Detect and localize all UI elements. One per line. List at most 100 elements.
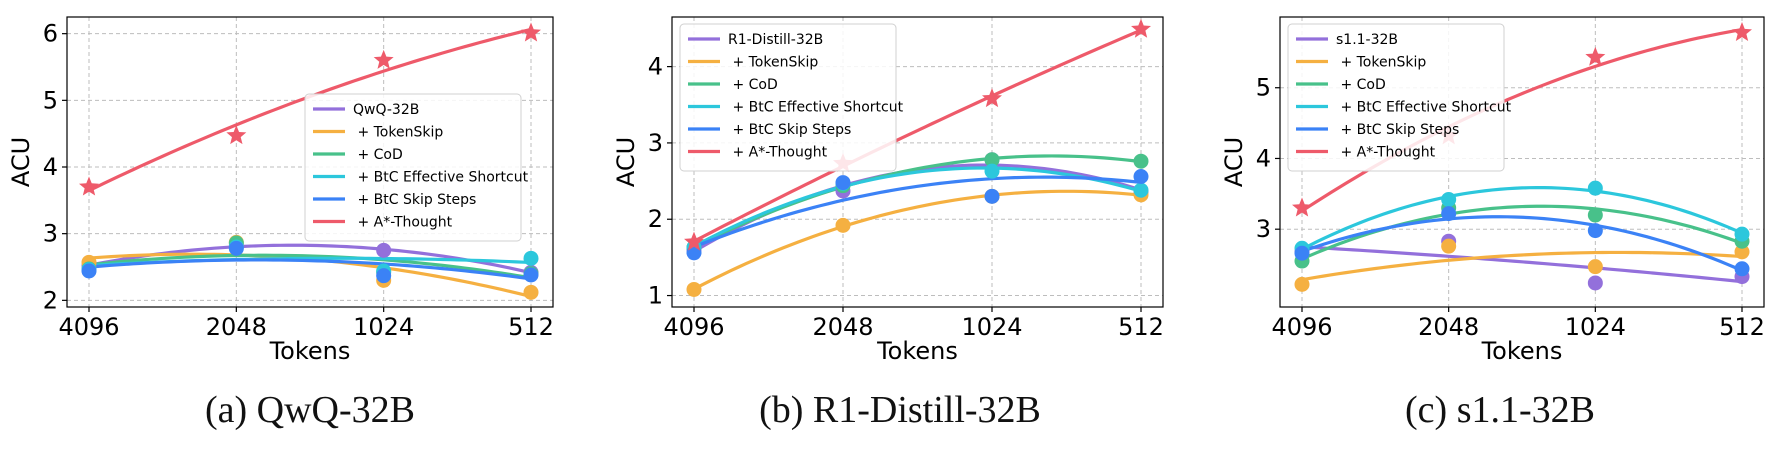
legend-label: + CoD — [353, 147, 403, 163]
caption-a: (a) QwQ-32B — [204, 389, 415, 431]
legend-label: + BtC Effective Shortcut — [728, 100, 904, 116]
data-point — [1587, 275, 1603, 291]
legend-label: + BtC Skip Steps — [1336, 122, 1459, 138]
x-tick-label: 2048 — [1418, 313, 1479, 341]
y-tick-label: 4 — [1256, 144, 1271, 172]
x-tick-label: 4096 — [663, 313, 724, 341]
legend-label: + A*-Thought — [353, 215, 453, 231]
data-point-star — [982, 88, 1002, 108]
data-point — [228, 240, 244, 256]
legend-label: + TokenSkip — [1336, 55, 1426, 71]
data-point-star — [1585, 46, 1606, 66]
series-line — [1300, 185, 1744, 251]
x-axis-label: Tokens — [269, 337, 351, 365]
plot-area — [692, 28, 1143, 291]
x-axis-label: Tokens — [876, 337, 958, 365]
data-point — [1587, 259, 1603, 275]
series-line — [87, 253, 533, 280]
data-point — [376, 268, 392, 284]
legend-box — [1287, 23, 1505, 172]
y-tick-label: 2 — [43, 286, 58, 314]
data-point — [1734, 226, 1750, 242]
legend-label: R1-Distill-32B — [728, 32, 823, 48]
data-point — [984, 152, 1000, 168]
data-point — [1441, 206, 1457, 222]
data-point — [1441, 191, 1457, 207]
plot-frame — [1279, 16, 1765, 308]
series-line — [1300, 245, 1744, 284]
legend-label: + CoD — [1336, 77, 1386, 93]
x-tick-label: 512 — [508, 313, 554, 341]
data-point-star — [373, 49, 394, 69]
legend-box — [304, 93, 522, 242]
x-tick-label: 1024 — [961, 313, 1022, 341]
y-axis-label: ACU — [7, 137, 35, 187]
y-axis-label: ACU — [1220, 137, 1248, 187]
data-point — [1294, 276, 1310, 292]
data-point — [1734, 244, 1750, 260]
chart-panel-2: 4096 2048 1024 512 3 4 5 Tokens ACU s1.1-32B + To… — [1220, 16, 1765, 365]
y-tick-label: 5 — [1256, 74, 1271, 102]
data-point — [1441, 238, 1457, 254]
y-tick-label: 3 — [1256, 215, 1271, 243]
data-point — [523, 267, 539, 283]
legend-box — [679, 23, 897, 172]
x-tick-label: 512 — [1719, 313, 1765, 341]
data-point-star — [1131, 18, 1151, 38]
y-tick-label: 2 — [648, 205, 663, 233]
legend-label: + CoD — [728, 77, 778, 93]
caption-c: (c) s1.1-32B — [1405, 389, 1595, 431]
x-tick-label: 4096 — [1271, 313, 1332, 341]
chart-panel-1: 4096 2048 1024 512 1 2 3 4 Tokens ACU R1-Distill-3… — [612, 16, 1164, 365]
data-point — [1133, 153, 1149, 169]
data-point — [984, 163, 1000, 179]
y-tick-label: 3 — [648, 129, 663, 157]
y-axis-label: ACU — [612, 137, 640, 187]
data-point-star — [226, 125, 247, 145]
data-point — [984, 188, 1000, 204]
data-point-star — [684, 231, 704, 251]
legend-label: QwQ-32B — [353, 102, 419, 118]
data-point — [686, 281, 702, 297]
y-tick-label: 1 — [648, 282, 663, 310]
series-line — [87, 258, 533, 281]
plot-frame — [66, 16, 554, 308]
legend-label: + TokenSkip — [353, 125, 443, 141]
series-line — [692, 166, 1143, 249]
y-tick-label: 4 — [648, 53, 663, 81]
legend-label: + A*-Thought — [728, 145, 828, 161]
data-point — [1587, 207, 1603, 223]
series-line — [692, 175, 1143, 249]
data-point-star — [1732, 22, 1752, 42]
series-line — [692, 189, 1143, 291]
data-point — [1133, 169, 1149, 184]
y-tick-label: 6 — [43, 20, 58, 48]
legend-label: + BtC Skip Steps — [728, 122, 851, 138]
legend-label: + BtC Effective Shortcut — [1336, 100, 1512, 116]
series-line — [692, 154, 1143, 249]
y-tick-label: 5 — [43, 86, 58, 114]
data-point — [835, 217, 851, 233]
x-tick-label: 1024 — [353, 313, 414, 341]
data-point — [1294, 245, 1310, 261]
data-point-star — [521, 22, 541, 42]
y-tick-label: 4 — [43, 153, 58, 181]
legend-label: + BtC Effective Shortcut — [353, 170, 529, 186]
plot-frame — [671, 16, 1164, 308]
series-line — [692, 28, 1143, 243]
legend-label: + TokenSkip — [728, 55, 818, 71]
caption-b: (b) R1-Distill-32B — [759, 389, 1041, 431]
x-tick-label: 2048 — [206, 313, 267, 341]
data-point — [1734, 261, 1750, 277]
x-tick-label: 4096 — [58, 313, 119, 341]
data-point — [523, 284, 539, 300]
plot-area — [1300, 27, 1744, 284]
data-point — [1133, 182, 1149, 198]
data-point — [1587, 180, 1603, 196]
x-tick-label: 2048 — [812, 313, 873, 341]
x-tick-label: 512 — [1118, 313, 1164, 341]
legend-label: + A*-Thought — [1336, 145, 1436, 161]
data-point — [376, 242, 392, 258]
